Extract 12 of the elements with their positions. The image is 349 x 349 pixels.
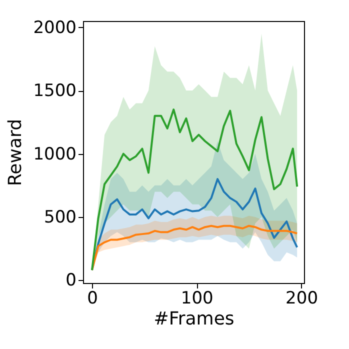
line-series xyxy=(91,108,298,272)
x-axis-title: #Frames xyxy=(154,308,234,330)
x-tick-label: 0 xyxy=(87,288,98,308)
y-tick-label: 0 xyxy=(66,270,76,291)
y-tick-label: 1000 xyxy=(33,144,76,164)
y-axis-title: Reward xyxy=(5,118,26,186)
y-tick-label: 500 xyxy=(44,207,76,228)
line-series xyxy=(91,224,298,272)
y-tick-label: 2000 xyxy=(33,18,76,38)
x-tick-label: 200 xyxy=(286,288,318,308)
x-tick-label: 100 xyxy=(180,288,214,308)
y-tick-label: 1500 xyxy=(33,81,76,102)
